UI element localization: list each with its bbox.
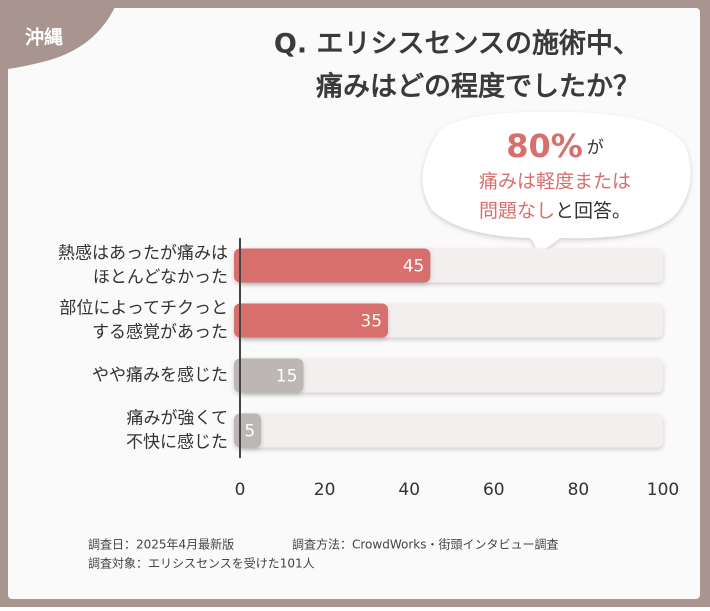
y-tick-label: 熱感はあったが痛みは bbox=[58, 244, 228, 264]
tag-shape bbox=[0, 0, 118, 70]
x-tick-label: 0 bbox=[235, 480, 246, 500]
value-label: 35 bbox=[360, 312, 382, 332]
annotation-text: と回答。 bbox=[555, 200, 631, 222]
annotation-highlight: 80% bbox=[506, 127, 583, 165]
annotation: 80% が bbox=[506, 127, 604, 165]
bar bbox=[234, 248, 431, 283]
y-tick-label: ほとんどなかった bbox=[93, 268, 228, 288]
annotation-text: 痛みは軽度または bbox=[479, 171, 631, 193]
y-tick-label: 痛みが強くて bbox=[127, 409, 229, 429]
value-label: 45 bbox=[403, 257, 425, 277]
value-label: 5 bbox=[244, 422, 255, 442]
footnote: 調査対象：エリシスセンスを受けた101人 bbox=[88, 557, 315, 571]
bar bbox=[234, 303, 389, 338]
title-line: Q. エリシスセンスの施術中、 bbox=[274, 29, 640, 60]
bar-track bbox=[240, 413, 663, 448]
annotation-text: が bbox=[587, 138, 604, 158]
tag: 沖縄 bbox=[25, 26, 63, 49]
x-tick-label: 60 bbox=[483, 480, 505, 500]
annotation-highlight: 問題なし bbox=[479, 200, 555, 222]
bar bbox=[234, 358, 304, 393]
value-label: 15 bbox=[276, 367, 298, 387]
annotation: 問題なしと回答。 bbox=[479, 200, 631, 222]
bar-track bbox=[240, 358, 663, 393]
y-tick-label: する感覚があった bbox=[92, 323, 228, 343]
x-tick-label: 20 bbox=[314, 480, 336, 500]
x-tick-label: 40 bbox=[398, 480, 420, 500]
x-tick-label: 100 bbox=[647, 480, 679, 500]
y-tick-label: やや痛みを感じた bbox=[92, 366, 228, 386]
x-tick-label: 80 bbox=[568, 480, 590, 500]
y-tick-label: 不快に感じた bbox=[126, 433, 228, 453]
footnote: 調査方法：CrowdWorks・街頭インタビュー調査 bbox=[292, 537, 558, 552]
title-line: 痛みはどの程度でしたか？ bbox=[316, 71, 640, 103]
y-tick-label: 部位によってチクっと bbox=[59, 299, 228, 319]
footnote: 調査日：2025年4月最新版 bbox=[88, 537, 234, 552]
